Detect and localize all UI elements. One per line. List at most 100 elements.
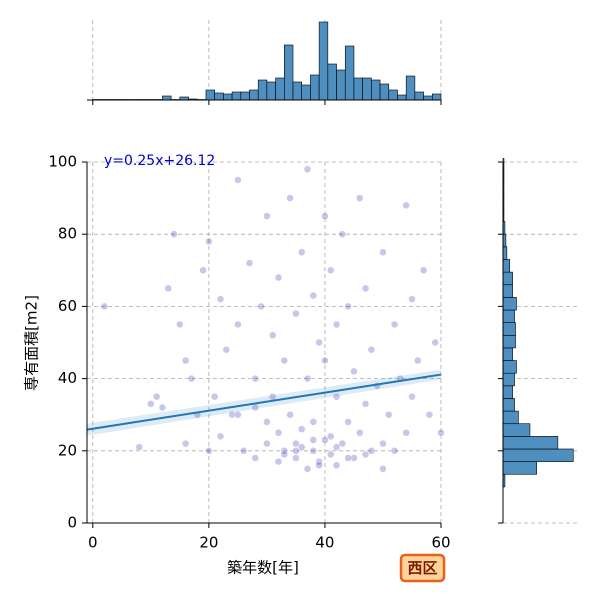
hist-bar [502, 347, 513, 361]
point [286, 410, 294, 419]
point [303, 374, 312, 383]
point [350, 454, 358, 462]
point [425, 410, 434, 419]
point [332, 461, 341, 469]
point [199, 266, 207, 275]
hist-bar [502, 410, 519, 425]
y-axis-label: 専有面積[m2] [23, 295, 41, 391]
hist-bar [301, 84, 311, 101]
point [263, 212, 271, 220]
hist-bar [502, 322, 516, 336]
point [326, 266, 335, 275]
hist-bar [423, 95, 433, 101]
point [431, 338, 439, 347]
point [356, 429, 364, 437]
y-tick-label: 100 [48, 153, 77, 171]
point [338, 439, 347, 448]
point [170, 230, 178, 238]
hist-bar [502, 284, 513, 298]
point [309, 291, 318, 300]
point [321, 356, 329, 365]
x-tick-label: 0 [88, 534, 98, 552]
point [274, 273, 283, 282]
point [280, 356, 289, 365]
point [210, 392, 219, 401]
point [135, 443, 143, 451]
hist-bar [502, 246, 508, 260]
hist-bar [249, 89, 259, 101]
hist-bar [318, 21, 329, 101]
point [408, 295, 416, 303]
point [344, 302, 352, 311]
point [263, 418, 271, 426]
hist-bar [414, 91, 424, 101]
point [350, 367, 358, 376]
y-tick-label: 40 [58, 369, 77, 387]
point [315, 461, 323, 469]
point [268, 331, 277, 340]
point [251, 374, 260, 383]
hist-bar [371, 79, 381, 101]
point [205, 237, 213, 246]
point [379, 248, 387, 256]
regression-line [86, 373, 442, 431]
hist-bar [405, 75, 416, 101]
point [361, 284, 370, 293]
point [274, 457, 283, 466]
hist-bar [502, 385, 513, 399]
point [245, 259, 254, 267]
point [222, 345, 231, 354]
hist-bar [502, 297, 517, 311]
point [263, 439, 271, 448]
hist-bar [257, 79, 268, 101]
point [379, 439, 387, 448]
hist-bar [327, 63, 337, 101]
hist-bar [223, 93, 233, 101]
point [257, 302, 265, 311]
point [181, 356, 190, 365]
hist-bar [310, 74, 320, 101]
annotation: y=0.25x+26.12 [104, 153, 215, 169]
hist-bar [336, 69, 346, 101]
point [344, 418, 352, 426]
hist-bar [162, 95, 172, 101]
point [164, 284, 172, 293]
point [216, 432, 225, 441]
point [390, 320, 399, 329]
point [181, 439, 190, 448]
point [419, 266, 428, 275]
point [234, 320, 242, 329]
hist-bar [502, 423, 531, 437]
hist-bar [231, 91, 242, 101]
point [274, 429, 283, 437]
hist-bar [214, 92, 224, 101]
point [332, 320, 341, 329]
point [414, 356, 422, 365]
x-axis-label: 築年数[年] [227, 559, 299, 577]
point [152, 392, 161, 401]
point [292, 447, 300, 455]
badge-box [399, 553, 446, 583]
point [321, 212, 329, 220]
x-tick-label: 40 [315, 534, 334, 552]
point [303, 465, 312, 473]
point [309, 447, 318, 455]
hist-bar [502, 271, 513, 286]
hist-bar [388, 89, 398, 101]
point [385, 410, 393, 419]
point [228, 410, 236, 419]
y-tick-label: 80 [58, 225, 77, 243]
hist-bar [284, 44, 294, 101]
point [338, 230, 347, 238]
point [390, 447, 399, 455]
point [303, 165, 312, 173]
hist-bar [502, 309, 515, 323]
hist-bar [205, 89, 215, 101]
point [367, 345, 376, 354]
hist-bar [379, 83, 390, 101]
point [402, 201, 410, 210]
point [234, 410, 242, 419]
point [280, 450, 289, 459]
point [187, 374, 196, 383]
